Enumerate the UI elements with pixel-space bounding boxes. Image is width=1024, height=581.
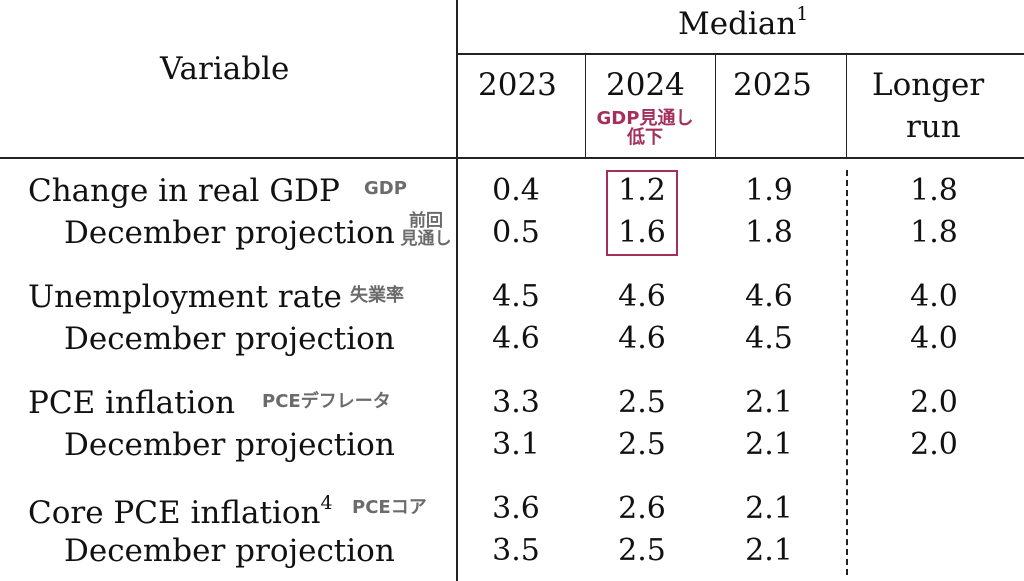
cell-pce-longer: 2.0 [910, 385, 958, 420]
header-year-2025: 2025 [733, 67, 812, 103]
row-label-real-gdp: Change in real GDP [28, 173, 340, 209]
row-label-core-pce: Core PCE inflation4 [28, 494, 333, 529]
cell-unemp-longer: 4.0 [910, 279, 958, 314]
highlight-box-2024-gdp [606, 170, 678, 256]
header-median: Median1 [678, 5, 808, 40]
cell-gdp-2025: 1.9 [745, 173, 793, 208]
cell-pce-dec-longer: 2.0 [910, 427, 958, 462]
annotation-line1: GDP見通し [596, 108, 694, 129]
cell-unemp-dec-longer: 4.0 [910, 321, 958, 356]
header-divider-2024-2025 [715, 55, 716, 157]
tag-pce-core: PCEコア [352, 497, 427, 518]
cell-gdp-dec-longer: 1.8 [910, 215, 958, 250]
cell-unemp-2023: 4.5 [492, 279, 540, 314]
cell-gdp-longer: 1.8 [910, 173, 958, 208]
cell-core-dec-2023: 3.5 [492, 533, 540, 568]
header-variable: Variable [160, 51, 290, 87]
cell-pce-2025: 2.1 [745, 385, 793, 420]
cell-pce-dec-2023: 3.1 [492, 427, 540, 462]
tag-unemployment: 失業率 [350, 285, 404, 306]
header-run: run [906, 109, 961, 145]
row-label-core-pce-text: Core PCE inflation [28, 495, 321, 531]
cell-gdp-dec-2025: 1.8 [745, 215, 793, 250]
cell-gdp-dec-2024: 1.6 [618, 215, 666, 250]
cell-core-dec-2025: 2.1 [745, 533, 793, 568]
header-bottom-rule [0, 157, 1024, 159]
tag-pce-deflator: PCEデフレータ [262, 391, 391, 412]
header-divider-2025-longer [846, 55, 847, 157]
cell-pce-2024: 2.5 [618, 385, 666, 420]
core-pce-footnote: 4 [320, 492, 333, 514]
cell-core-2025: 2.1 [745, 491, 793, 526]
annotation-gdp-outlook-down: GDP見通し 低下 [584, 108, 706, 148]
tag-previous-line1: 前回 [409, 211, 443, 231]
tag-gdp: GDP [364, 178, 407, 199]
header-divider-2023-2024 [585, 55, 586, 157]
row-label-december-projection: December projection [64, 533, 395, 569]
row-label-december-projection: December projection [64, 427, 395, 463]
cell-core-2024: 2.6 [618, 491, 666, 526]
cell-unemp-2025: 4.6 [745, 279, 793, 314]
cell-unemp-2024: 4.6 [618, 279, 666, 314]
cell-unemp-dec-2024: 4.6 [618, 321, 666, 356]
cell-gdp-2024: 1.2 [618, 173, 666, 208]
header-median-label: Median [678, 6, 797, 42]
row-label-pce-inflation: PCE inflation [28, 385, 236, 421]
header-year-2024: 2024 [606, 67, 685, 103]
annotation-line2: 低下 [627, 126, 663, 148]
header-median-footnote: 1 [796, 3, 809, 25]
tag-previous-outlook: 前回 見通し [396, 211, 456, 249]
row-label-december-projection: December projection [64, 215, 395, 251]
tag-previous-line2: 見通し [400, 228, 452, 249]
top-rule-median [456, 53, 1024, 55]
cell-gdp-dec-2023: 0.5 [492, 215, 540, 250]
cell-core-dec-2024: 2.5 [618, 533, 666, 568]
cell-gdp-2023: 0.4 [492, 173, 540, 208]
cell-pce-dec-2025: 2.1 [745, 427, 793, 462]
cell-pce-dec-2024: 2.5 [618, 427, 666, 462]
header-year-2023: 2023 [478, 67, 557, 103]
cell-core-2023: 3.6 [492, 491, 540, 526]
row-label-december-projection: December projection [64, 321, 395, 357]
cell-unemp-dec-2025: 4.5 [745, 321, 793, 356]
row-label-unemployment: Unemployment rate [28, 279, 342, 315]
variable-column-divider [456, 0, 458, 581]
cell-pce-2023: 3.3 [492, 385, 540, 420]
body-dashed-divider [846, 170, 848, 575]
header-longer: Longer [872, 67, 985, 103]
cell-unemp-dec-2023: 4.6 [492, 321, 540, 356]
